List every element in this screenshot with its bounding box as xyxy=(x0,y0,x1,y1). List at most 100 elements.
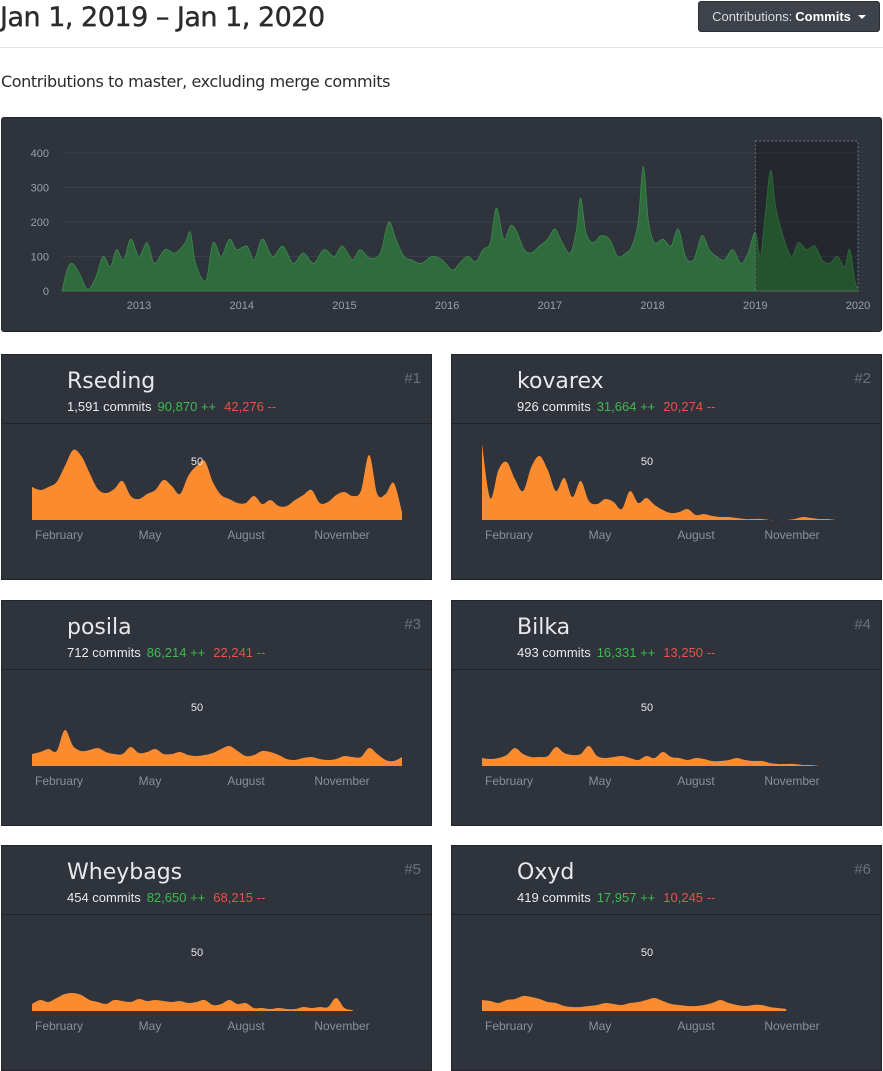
commit-count-link[interactable]: 1,591 commits xyxy=(67,399,152,414)
contributor-activity-chart: 50 February May August November xyxy=(32,702,402,788)
selection-range xyxy=(754,140,859,292)
additions-count: 31,664 ++ xyxy=(596,399,656,414)
contributor-activity-chart: 50 February May August November xyxy=(482,702,820,788)
x-tick-label: May xyxy=(589,774,612,788)
contributor-series-area xyxy=(32,729,402,766)
header-divider xyxy=(0,47,883,48)
commit-count-link[interactable]: 493 commits xyxy=(517,645,591,660)
y-tick-label: 100 xyxy=(31,251,49,263)
avatar[interactable] xyxy=(11,612,57,658)
chart-subtitle: Contributions to master, excluding merge… xyxy=(1,72,391,91)
x-tick-label: November xyxy=(314,774,369,788)
contributor-name-link[interactable]: posila xyxy=(67,615,132,640)
x-tick-label: August xyxy=(677,528,715,542)
contributor-rank: #2 xyxy=(854,370,871,387)
avatar[interactable] xyxy=(461,857,507,903)
contributor-name-link[interactable]: Rseding xyxy=(67,369,156,394)
contributor-activity-chart: 50 February May August November xyxy=(32,449,402,542)
contributor-activity-chart: 50 February May August November xyxy=(482,444,836,542)
deletions-count: 20,274 -- xyxy=(663,399,716,414)
x-tick-label: February xyxy=(35,528,83,542)
y-tick-label: 0 xyxy=(43,286,49,298)
contributor-series-area xyxy=(482,745,820,766)
contributor-name-link[interactable]: Bilka xyxy=(517,615,571,640)
deletions-count: 10,245 -- xyxy=(663,890,716,905)
x-tick-label: 2016 xyxy=(435,300,459,312)
contributor-stats: 454 commits 82,650 ++ 68,215 -- xyxy=(67,890,265,905)
y-tick-label: 50 xyxy=(191,947,203,959)
x-tick-label: November xyxy=(314,528,369,542)
overview-series-area xyxy=(61,166,859,292)
contributor-header: posila 712 commits 86,214 ++ 22,241 -- #3 xyxy=(2,601,431,670)
commit-count-link[interactable]: 926 commits xyxy=(517,399,591,414)
contributor-stats: 926 commits 31,664 ++ 20,274 -- xyxy=(517,399,715,414)
contributor-header: kovarex 926 commits 31,664 ++ 20,274 -- #2 xyxy=(452,355,881,424)
commit-count-link[interactable]: 419 commits xyxy=(517,890,591,905)
contributor-rank: #1 xyxy=(404,370,421,387)
contributor-series-area xyxy=(482,995,787,1011)
x-tick-label: August xyxy=(227,528,265,542)
contributor-name-link[interactable]: Wheybags xyxy=(67,860,183,885)
x-tick-label: May xyxy=(589,1019,612,1033)
x-tick-label: February xyxy=(485,774,533,788)
x-tick-label: November xyxy=(314,1019,369,1033)
avatar[interactable] xyxy=(11,857,57,903)
x-tick-label: 2014 xyxy=(229,300,253,312)
x-tick-label: 2019 xyxy=(743,300,767,312)
contributor-stats: 493 commits 16,331 ++ 13,250 -- xyxy=(517,645,715,660)
x-tick-label: May xyxy=(139,1019,162,1033)
deletions-count: 13,250 -- xyxy=(663,645,716,660)
contributor-header: Rseding 1,591 commits 90,870 ++ 42,276 -- … xyxy=(2,355,431,424)
contributor-rank: #5 xyxy=(404,861,421,878)
caret-down-icon xyxy=(857,14,866,19)
contributor-series-area xyxy=(482,444,836,521)
contributor-stats: 712 commits 86,214 ++ 22,241 -- xyxy=(67,645,265,660)
x-tick-label: August xyxy=(677,1019,715,1033)
x-tick-label: February xyxy=(35,774,83,788)
overview-chart[interactable]: 0 100 200 300 400 2013 2014 2015 2016 2017 2018 201… xyxy=(1,117,882,332)
commit-count-link[interactable]: 454 commits xyxy=(67,890,141,905)
date-range-title: Jan 1, 2019 – Jan 1, 2020 xyxy=(0,2,325,33)
contributor-header: Wheybags 454 commits 82,650 ++ 68,215 -- #… xyxy=(2,846,431,915)
contributor-name-link[interactable]: kovarex xyxy=(517,369,604,394)
x-tick-label: 2013 xyxy=(127,300,151,312)
dropdown-value: Commits xyxy=(795,9,851,24)
contributor-header: Bilka 493 commits 16,331 ++ 13,250 -- #4 xyxy=(452,601,881,670)
x-tick-label: February xyxy=(485,1019,533,1033)
y-tick-label: 50 xyxy=(641,947,653,959)
overview-chart-svg[interactable]: 0 100 200 300 400 2013 2014 2015 2016 2017 2018 201… xyxy=(2,118,881,331)
contributor-rank: #4 xyxy=(854,616,871,633)
deletions-count: 42,276 -- xyxy=(224,399,277,414)
x-tick-label: November xyxy=(764,1019,819,1033)
avatar[interactable] xyxy=(461,612,507,658)
y-tick-label: 50 xyxy=(191,456,203,468)
avatar[interactable] xyxy=(461,366,507,412)
contributor-card: posila 712 commits 86,214 ++ 22,241 -- #3 … xyxy=(1,600,432,826)
deletions-count: 68,215 -- xyxy=(213,890,266,905)
contributor-activity-chart: 50 February May August November xyxy=(32,947,370,1033)
contributor-card: Bilka 493 commits 16,331 ++ 13,250 -- #4 5… xyxy=(451,600,882,826)
contributor-name-link[interactable]: Oxyd xyxy=(517,860,575,885)
commit-count-link[interactable]: 712 commits xyxy=(67,645,141,660)
x-tick-label: February xyxy=(35,1019,83,1033)
additions-count: 16,331 ++ xyxy=(596,645,656,660)
x-tick-label: February xyxy=(485,528,533,542)
x-tick-label: 2017 xyxy=(538,300,562,312)
contributor-card: Rseding 1,591 commits 90,870 ++ 42,276 -- … xyxy=(1,354,432,580)
contributor-header: Oxyd 419 commits 17,957 ++ 10,245 -- #6 xyxy=(452,846,881,915)
contributor-card: Oxyd 419 commits 17,957 ++ 10,245 -- #6 50… xyxy=(451,845,882,1071)
contributions-dropdown-button[interactable]: Contributions: Commits xyxy=(698,1,880,32)
y-tick-label: 200 xyxy=(31,217,49,229)
x-tick-label: November xyxy=(764,528,819,542)
avatar[interactable] xyxy=(11,366,57,412)
x-tick-label: August xyxy=(677,774,715,788)
x-tick-label: May xyxy=(139,774,162,788)
x-tick-label: 2018 xyxy=(640,300,664,312)
x-tick-label: May xyxy=(589,528,612,542)
additions-count: 86,214 ++ xyxy=(146,645,206,660)
y-tick-label: 300 xyxy=(31,182,49,194)
x-tick-label: August xyxy=(227,1019,265,1033)
y-tick-label: 400 xyxy=(31,148,49,160)
x-tick-label: 2015 xyxy=(332,300,356,312)
x-tick-label: May xyxy=(139,528,162,542)
